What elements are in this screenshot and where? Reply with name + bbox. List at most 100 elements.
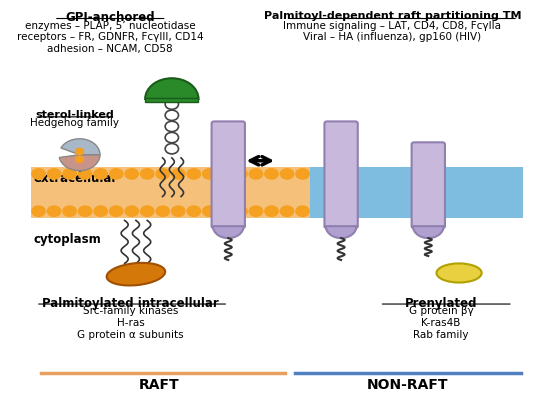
Text: H-ras: H-ras — [117, 318, 144, 328]
Bar — [310, 167, 523, 219]
Circle shape — [463, 169, 476, 179]
Circle shape — [234, 206, 247, 217]
Circle shape — [296, 169, 309, 179]
Wedge shape — [59, 155, 100, 171]
Text: RAFT: RAFT — [139, 378, 179, 392]
Circle shape — [281, 206, 294, 217]
Circle shape — [372, 206, 386, 217]
Text: Src-family kinases: Src-family kinases — [83, 306, 178, 316]
Text: adhesion – NCAM, CD58: adhesion – NCAM, CD58 — [48, 45, 173, 55]
Circle shape — [509, 206, 522, 217]
Circle shape — [249, 206, 263, 217]
Text: cytoplasm: cytoplasm — [33, 233, 101, 246]
Circle shape — [156, 206, 170, 217]
FancyBboxPatch shape — [212, 122, 245, 228]
Text: receptors – FR, GDNFR, FcγIII, CD14: receptors – FR, GDNFR, FcγIII, CD14 — [17, 32, 203, 43]
Circle shape — [479, 206, 492, 217]
Wedge shape — [61, 139, 100, 155]
Circle shape — [418, 169, 431, 179]
Circle shape — [357, 206, 370, 217]
Circle shape — [187, 169, 201, 179]
Circle shape — [403, 169, 416, 179]
Circle shape — [218, 169, 231, 179]
Text: Palmitoylated intracellular: Palmitoylated intracellular — [43, 297, 219, 310]
Text: G protein α subunits: G protein α subunits — [78, 330, 184, 340]
Circle shape — [75, 148, 84, 155]
Wedge shape — [413, 226, 444, 238]
Wedge shape — [145, 78, 199, 99]
Circle shape — [218, 206, 231, 217]
Circle shape — [494, 169, 507, 179]
Text: enzymes – PLAP, 5’ nucleotidase: enzymes – PLAP, 5’ nucleotidase — [25, 20, 196, 30]
Circle shape — [165, 99, 178, 109]
Circle shape — [48, 206, 61, 217]
Circle shape — [156, 169, 170, 179]
Circle shape — [463, 206, 476, 217]
Circle shape — [311, 169, 324, 179]
Circle shape — [172, 206, 185, 217]
Circle shape — [48, 169, 61, 179]
Circle shape — [203, 169, 216, 179]
Circle shape — [63, 169, 76, 179]
Circle shape — [342, 169, 355, 179]
Ellipse shape — [437, 263, 482, 283]
Circle shape — [63, 206, 76, 217]
Circle shape — [387, 206, 400, 217]
Circle shape — [75, 156, 84, 163]
Circle shape — [141, 206, 154, 217]
Circle shape — [32, 206, 45, 217]
Circle shape — [187, 206, 201, 217]
Circle shape — [448, 169, 462, 179]
Circle shape — [78, 206, 92, 217]
Text: Prenylated: Prenylated — [405, 297, 478, 310]
Circle shape — [165, 121, 178, 132]
Circle shape — [296, 206, 309, 217]
Circle shape — [234, 169, 247, 179]
Text: G protein βγ: G protein βγ — [409, 306, 474, 316]
Circle shape — [433, 206, 446, 217]
Circle shape — [479, 169, 492, 179]
Circle shape — [418, 206, 431, 217]
FancyBboxPatch shape — [324, 122, 358, 228]
Circle shape — [172, 169, 185, 179]
Circle shape — [94, 206, 107, 217]
Circle shape — [165, 144, 178, 154]
Circle shape — [109, 206, 123, 217]
Circle shape — [125, 169, 138, 179]
Text: Viral – HA (influenza), gp160 (HIV): Viral – HA (influenza), gp160 (HIV) — [304, 32, 481, 43]
Text: extracellular: extracellular — [33, 172, 118, 185]
Bar — [31, 167, 310, 219]
Circle shape — [509, 169, 522, 179]
Circle shape — [203, 206, 216, 217]
Circle shape — [141, 169, 154, 179]
Circle shape — [327, 169, 340, 179]
Circle shape — [311, 206, 324, 217]
Circle shape — [433, 169, 446, 179]
Circle shape — [387, 169, 400, 179]
Bar — [145, 98, 199, 102]
Wedge shape — [325, 226, 357, 238]
Circle shape — [494, 206, 507, 217]
Text: GPI-anchored: GPI-anchored — [66, 11, 155, 24]
Text: Immune signaling – LAT, CD4, CD8, FcγIIa: Immune signaling – LAT, CD4, CD8, FcγIIa — [283, 20, 502, 30]
Circle shape — [357, 169, 370, 179]
Circle shape — [165, 110, 178, 120]
Circle shape — [448, 206, 462, 217]
Wedge shape — [213, 226, 243, 238]
Text: Rab family: Rab family — [414, 330, 469, 340]
FancyBboxPatch shape — [412, 142, 445, 228]
Circle shape — [125, 206, 138, 217]
Text: sterol-linked: sterol-linked — [35, 110, 114, 120]
Circle shape — [327, 206, 340, 217]
Circle shape — [94, 169, 107, 179]
Circle shape — [109, 169, 123, 179]
Ellipse shape — [107, 263, 165, 286]
Text: NON-RAFT: NON-RAFT — [367, 378, 449, 392]
Circle shape — [78, 169, 92, 179]
Circle shape — [265, 169, 278, 179]
Circle shape — [281, 169, 294, 179]
Circle shape — [32, 169, 45, 179]
Circle shape — [372, 169, 386, 179]
Text: Hedgehog family: Hedgehog family — [30, 118, 119, 128]
Circle shape — [342, 206, 355, 217]
